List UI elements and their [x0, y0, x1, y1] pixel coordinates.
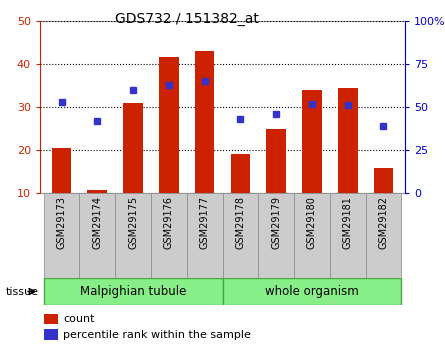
Bar	[222, 193, 258, 278]
Bar	[52, 148, 71, 193]
Bar	[159, 57, 179, 193]
Bar	[222, 278, 401, 305]
Bar	[302, 90, 322, 193]
Bar	[231, 154, 250, 193]
Bar	[44, 193, 79, 278]
Bar	[330, 193, 366, 278]
Text: GSM29174: GSM29174	[92, 196, 102, 249]
Bar	[266, 128, 286, 193]
Bar	[187, 193, 222, 278]
Text: GSM29178: GSM29178	[235, 196, 245, 249]
Bar	[123, 103, 143, 193]
Bar	[44, 314, 58, 324]
Text: whole organism: whole organism	[265, 285, 359, 298]
Text: GSM29177: GSM29177	[200, 196, 210, 249]
Text: GSM29179: GSM29179	[271, 196, 281, 249]
Bar	[79, 193, 115, 278]
Bar	[88, 190, 107, 193]
Text: GSM29173: GSM29173	[57, 196, 66, 249]
Text: GDS732 / 151382_at: GDS732 / 151382_at	[115, 12, 259, 26]
Bar	[294, 193, 330, 278]
Text: percentile rank within the sample: percentile rank within the sample	[63, 329, 251, 339]
Text: GSM29175: GSM29175	[128, 196, 138, 249]
Text: GSM29182: GSM29182	[379, 196, 388, 249]
Bar	[115, 193, 151, 278]
Text: tissue: tissue	[5, 287, 38, 296]
Bar	[374, 168, 393, 193]
Text: GSM29176: GSM29176	[164, 196, 174, 249]
Bar	[366, 193, 401, 278]
Bar	[44, 329, 58, 340]
Text: Malpighian tubule: Malpighian tubule	[80, 285, 186, 298]
Text: GSM29180: GSM29180	[307, 196, 317, 249]
Bar	[195, 51, 214, 193]
Text: GSM29181: GSM29181	[343, 196, 353, 249]
Bar	[258, 193, 294, 278]
Bar	[151, 193, 187, 278]
Bar	[338, 88, 357, 193]
Bar	[44, 278, 222, 305]
Text: count: count	[63, 314, 95, 324]
